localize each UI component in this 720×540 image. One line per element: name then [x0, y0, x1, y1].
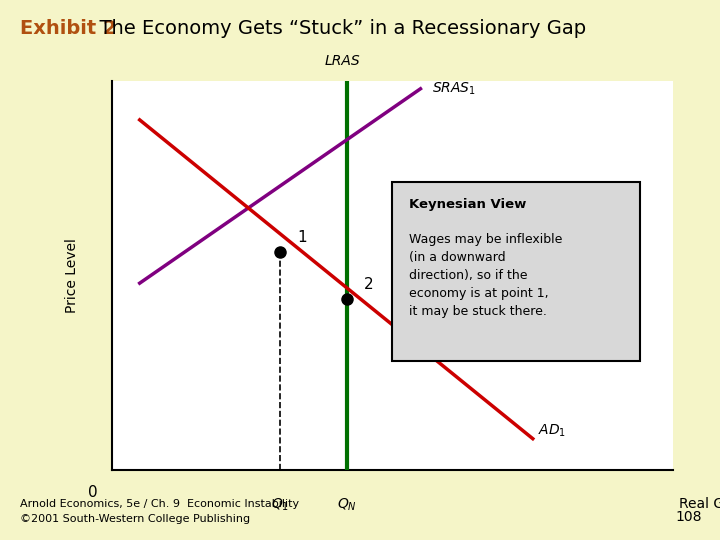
Text: 1: 1 — [297, 231, 307, 245]
Text: Arnold Economics, 5e / Ch. 9  Economic Instability: Arnold Economics, 5e / Ch. 9 Economic In… — [20, 499, 300, 509]
Text: LRAS: LRAS — [325, 55, 361, 69]
Text: Exhibit 2: Exhibit 2 — [20, 19, 117, 38]
Text: $Q_1$: $Q_1$ — [271, 497, 289, 514]
Text: $AD_1$: $AD_1$ — [539, 423, 567, 439]
Text: $Q_N$: $Q_N$ — [338, 497, 357, 514]
Text: Real GDP: Real GDP — [679, 497, 720, 511]
Text: $SRAS_1$: $SRAS_1$ — [432, 80, 476, 97]
Text: Keynesian View: Keynesian View — [409, 198, 526, 211]
Text: The Economy Gets “Stuck” in a Recessionary Gap: The Economy Gets “Stuck” in a Recessiona… — [87, 19, 586, 38]
Text: ©2001 South-Western College Publishing: ©2001 South-Western College Publishing — [20, 514, 251, 524]
Text: 0: 0 — [88, 485, 97, 501]
Text: 2: 2 — [364, 277, 374, 292]
Text: Price Level: Price Level — [66, 238, 79, 313]
Text: 108: 108 — [675, 510, 702, 524]
Text: Wages may be inflexible
(in a downward
direction), so if the
economy is at point: Wages may be inflexible (in a downward d… — [409, 233, 562, 318]
FancyBboxPatch shape — [392, 182, 639, 361]
